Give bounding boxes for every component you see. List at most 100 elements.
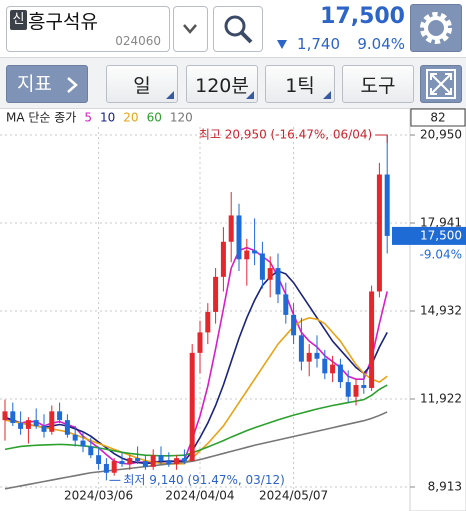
candle-body (205, 311, 211, 333)
candle-body (283, 294, 289, 315)
candle-body (384, 174, 390, 236)
candle-body (96, 455, 102, 464)
low-annotation: 최저 9,140 (91.47%, 03/12) (123, 473, 284, 487)
y-tick-label: 20,950 (420, 128, 462, 142)
down-arrow (277, 40, 287, 49)
candle-body (111, 461, 117, 473)
ma-line (4, 411, 388, 490)
candle-body (322, 358, 328, 374)
button-label: 지표 (17, 73, 52, 95)
market-badge: 신 (10, 10, 27, 30)
period-button[interactable]: 일 (106, 65, 178, 103)
y-tick-label: 8,913 (428, 479, 462, 493)
candle-body (64, 420, 70, 435)
legend-title: MA 단순 종가 (6, 111, 76, 125)
candle-body (33, 420, 39, 426)
candle-body (267, 268, 273, 280)
price-axis-area (409, 108, 466, 511)
chevron-icon (67, 77, 78, 93)
candle-body (314, 352, 320, 359)
x-tick-label: 2024/04/04 (165, 489, 234, 503)
candle-body (10, 411, 16, 424)
candle-body (306, 352, 312, 362)
legend-entry: 10 (100, 111, 115, 125)
candle-body (181, 458, 187, 462)
change-percent: 9.04% (357, 35, 405, 53)
expand-button[interactable] (420, 65, 462, 103)
price-change: 1,740 (297, 35, 340, 53)
last-price-label: 17,500 (420, 228, 462, 242)
settings-button[interactable] (410, 4, 462, 52)
candle-body (259, 253, 265, 280)
candle-body (337, 364, 343, 383)
legend-entry: 120 (170, 111, 193, 125)
candle-body (330, 364, 336, 374)
candle-body (376, 174, 382, 292)
candle-body (220, 241, 226, 277)
candle-body (252, 250, 258, 254)
candle-body (88, 446, 94, 456)
dropdown-button[interactable] (173, 6, 208, 52)
ma-line (4, 384, 388, 457)
toolbar: 지표 일 120분 1틱 도구 (0, 57, 466, 109)
button-label: 1틱 (285, 74, 315, 97)
tool-button[interactable]: 도구 (342, 65, 414, 103)
candle-body (236, 215, 242, 260)
search-icon (224, 15, 253, 44)
candle-body (127, 458, 133, 464)
interval-button[interactable]: 120분 (186, 65, 258, 103)
high-annotation: 최고 20,950 (-16.47%, 06/04) (199, 128, 372, 142)
candle-body (291, 314, 297, 336)
candle-body (80, 440, 86, 447)
candle-body (72, 434, 78, 441)
candle-body (166, 461, 172, 464)
candle-body (158, 455, 164, 462)
candle-body (197, 332, 203, 353)
ma-line (4, 316, 388, 465)
corner-mark (166, 91, 174, 99)
tick-button[interactable]: 1틱 (265, 65, 335, 103)
y-tick-label: 17,941 (420, 216, 462, 230)
candle-body (298, 335, 304, 362)
candle-body (189, 352, 195, 462)
y-tick-label: 14,932 (420, 303, 462, 317)
candle-body (353, 385, 359, 397)
search-button[interactable] (213, 6, 263, 52)
candle-body (361, 385, 367, 388)
candle-body (41, 425, 47, 432)
legend-entry: 60 (147, 111, 162, 125)
legend-entry: 20 (123, 111, 138, 125)
stock-name: 흥구석유 (28, 11, 98, 33)
stock-code: 024060 (115, 34, 161, 48)
ma-line (4, 270, 388, 465)
current-price: 17,500 (320, 4, 405, 29)
corner-box (410, 108, 466, 127)
candle-body (345, 382, 351, 397)
candle-body (369, 291, 375, 388)
candle-body (119, 461, 125, 464)
candle-body (213, 276, 219, 312)
button-label: 120분 (195, 74, 249, 97)
button-label: 일 (133, 74, 151, 97)
gear-icon (420, 12, 452, 44)
candle-body (25, 420, 31, 429)
candle-body (57, 411, 63, 421)
chevron-icon (183, 24, 197, 34)
button-label: 도구 (360, 74, 396, 97)
x-tick-label: 2024/03/06 (64, 489, 133, 503)
corner-label: 82 (430, 111, 445, 125)
indicator-button[interactable]: 지표 (6, 65, 88, 103)
annotation-arrow (375, 134, 388, 144)
candle-body (228, 215, 234, 242)
candle-body (275, 268, 281, 295)
candle-body (244, 250, 250, 260)
candle-body (49, 411, 55, 432)
corner-mark (246, 91, 254, 99)
stock-selector[interactable]: 신 흥구석유 024060 (6, 6, 170, 52)
candle-body (2, 411, 8, 421)
candle-body (142, 461, 148, 467)
legend-entry: 5 (84, 111, 92, 125)
candle-body (174, 458, 180, 464)
chart: 82 MA 단순 종가 8,913 11,922 14,932 17,941 20,95… (0, 108, 466, 511)
